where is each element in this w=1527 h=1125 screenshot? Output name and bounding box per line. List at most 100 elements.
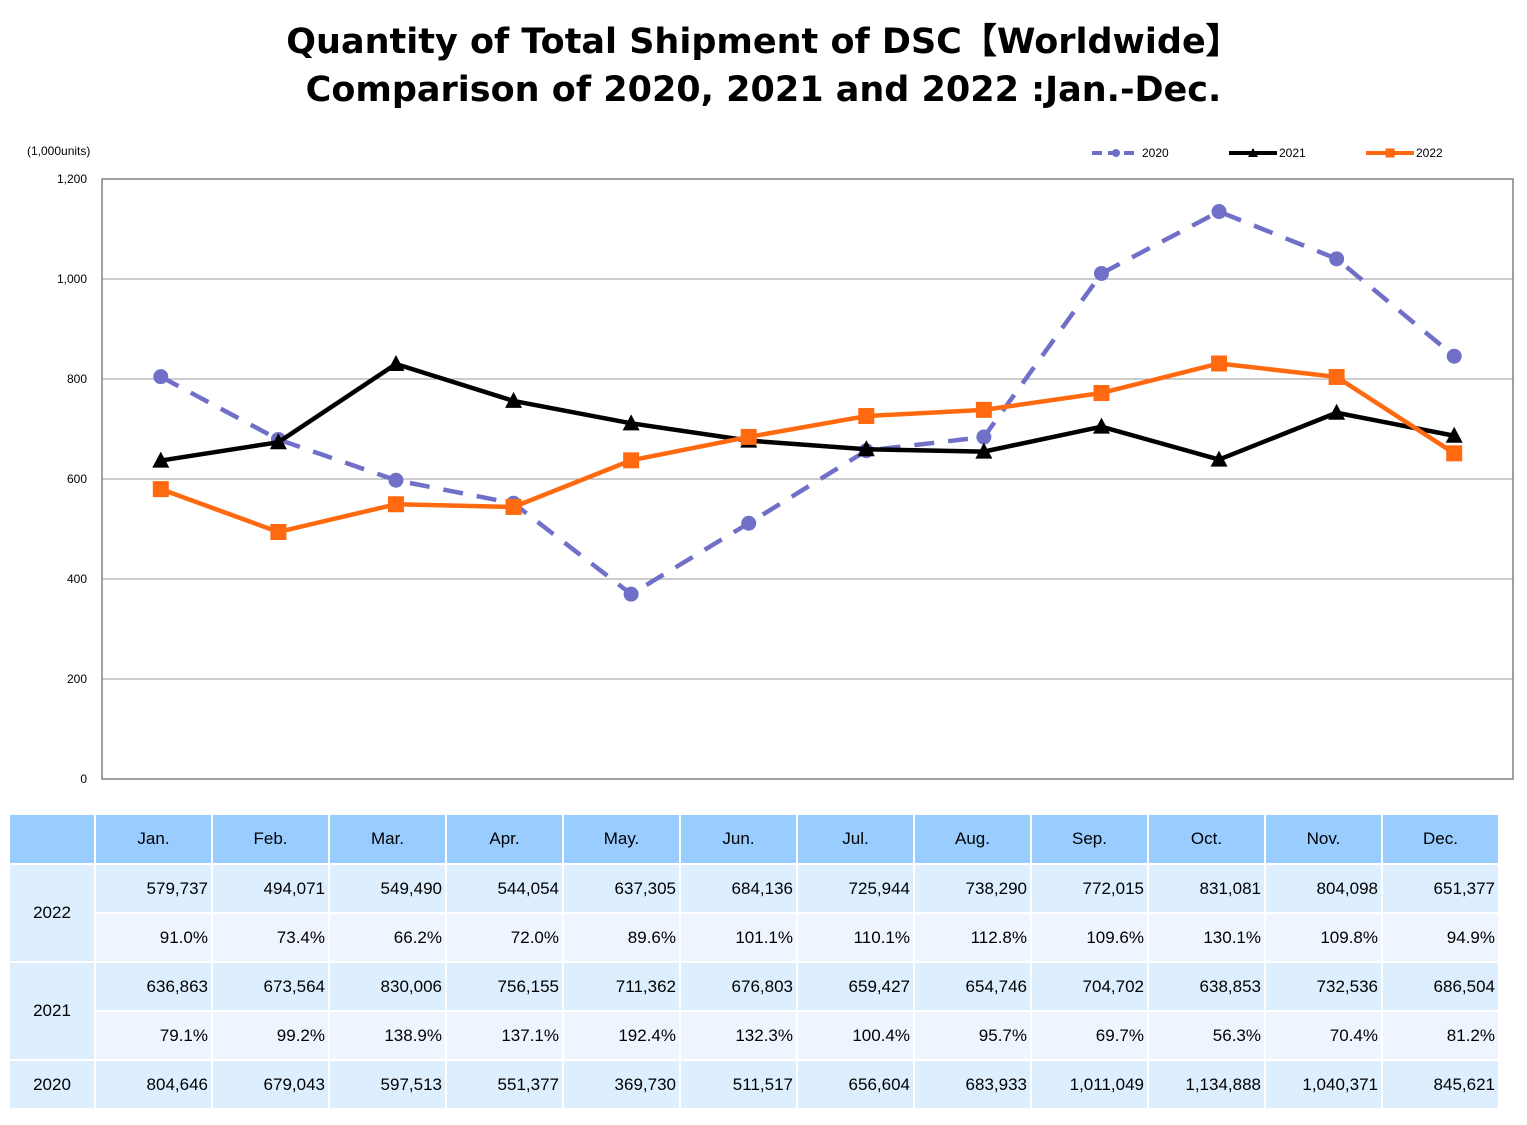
value-cell: 732,536: [1266, 963, 1381, 1010]
value-cell: 756,155: [447, 963, 562, 1010]
point-2020: [153, 369, 169, 385]
value-cell: 651,377: [1383, 865, 1498, 912]
value-cell: 711,362: [564, 963, 679, 1010]
y-tick-label: 1,000: [57, 272, 87, 286]
point-2020: [388, 472, 404, 488]
point-2021: [1445, 426, 1463, 443]
month-header: Jul.: [798, 815, 913, 863]
percent-cell: 132.3%: [681, 1012, 796, 1059]
value-cell: 1,134,888: [1149, 1061, 1264, 1108]
value-cell: 673,564: [213, 963, 328, 1010]
value-cell: 738,290: [915, 865, 1030, 912]
point-2020: [623, 586, 639, 602]
table-row-2021-percent: 79.1% 99.2% 138.9% 137.1% 192.4% 132.3% 100.4%…: [10, 1012, 1498, 1059]
month-header: Sep.: [1032, 815, 1147, 863]
value-cell: 845,621: [1383, 1061, 1498, 1108]
point-2022: [1211, 355, 1228, 372]
plot-area-border: [101, 178, 1514, 780]
point-2021: [505, 391, 523, 408]
percent-cell: 137.1%: [447, 1012, 562, 1059]
value-cell: 494,071: [213, 865, 328, 912]
value-cell: 659,427: [798, 963, 913, 1010]
table-header-row: Jan. Feb. Mar. Apr. May. Jun. Jul. Aug. …: [10, 815, 1498, 863]
table-row-2022-percent: 91.0% 73.4% 66.2% 72.0% 89.6% 101.1% 110.1% 112…: [10, 914, 1498, 961]
percent-cell: 72.0%: [447, 914, 562, 961]
data-table: Jan. Feb. Mar. Apr. May. Jun. Jul. Aug. …: [8, 813, 1500, 1110]
y-tick-label: 1,200: [57, 172, 87, 186]
month-header: Mar.: [330, 815, 445, 863]
month-header: Dec.: [1383, 815, 1498, 863]
percent-cell: 66.2%: [330, 914, 445, 961]
chart-title-line-1: Quantity of Total Shipment of DSC【Worldw…: [286, 22, 1241, 62]
chart-title-line-2: Comparison of 2020, 2021 and 2022 :Jan.-…: [305, 70, 1222, 110]
series-line-2022: [160, 361, 1456, 535]
point-2020: [1093, 265, 1109, 281]
percent-cell: 56.3%: [1149, 1012, 1264, 1059]
point-2022: [505, 498, 522, 515]
value-cell: 656,604: [798, 1061, 913, 1108]
year-label: 2020: [10, 1061, 94, 1108]
month-header: Nov.: [1266, 815, 1381, 863]
value-cell: 804,646: [96, 1061, 211, 1108]
point-2021: [387, 354, 405, 371]
y-tick-label: 800: [67, 372, 87, 386]
legend-marker-2022: [1385, 148, 1395, 158]
value-cell: 1,040,371: [1266, 1061, 1381, 1108]
point-2021: [1210, 450, 1228, 467]
value-cell: 544,054: [447, 865, 562, 912]
value-cell: 597,513: [330, 1061, 445, 1108]
percent-cell: 89.6%: [564, 914, 679, 961]
value-cell: 579,737: [96, 865, 211, 912]
month-header: Feb.: [213, 815, 328, 863]
percent-cell: 73.4%: [213, 914, 328, 961]
point-2022: [152, 481, 169, 498]
legend-label-2022: 2022: [1416, 146, 1443, 160]
percent-cell: 70.4%: [1266, 1012, 1381, 1059]
chart-title: Quantity of Total Shipment of DSC【Worldw…: [0, 18, 1527, 114]
point-2021: [152, 451, 170, 468]
month-header: Jun.: [681, 815, 796, 863]
percent-cell: 130.1%: [1149, 914, 1264, 961]
y-tick-label: 0: [80, 772, 87, 786]
month-header: Jan.: [96, 815, 211, 863]
value-cell: 684,136: [681, 865, 796, 912]
table-row-2021: 2021 636,863 673,564 830,006 756,155 711,362 6…: [10, 963, 1498, 1059]
year-label: 2022: [10, 865, 94, 961]
y-tick-label: 600: [67, 472, 87, 486]
point-2022: [740, 428, 757, 445]
point-2020: [1329, 251, 1345, 267]
value-cell: 636,863: [96, 963, 211, 1010]
point-2020: [1446, 348, 1462, 364]
value-cell: 831,081: [1149, 865, 1264, 912]
point-2022: [623, 452, 640, 469]
percent-cell: 69.7%: [1032, 1012, 1147, 1059]
percent-cell: 91.0%: [96, 914, 211, 961]
point-2022: [270, 523, 287, 540]
point-2021: [622, 414, 640, 431]
point-2021: [269, 433, 287, 450]
y-tick-label: 400: [67, 572, 87, 586]
value-cell: 654,746: [915, 963, 1030, 1010]
y-axis-unit-label: (1,000units): [27, 144, 91, 158]
percent-cell: 79.1%: [96, 1012, 211, 1059]
value-cell: 511,517: [681, 1061, 796, 1108]
percent-cell: 110.1%: [798, 914, 913, 961]
point-2021: [857, 440, 875, 457]
y-tick-label: 200: [67, 672, 87, 686]
value-cell: 551,377: [447, 1061, 562, 1108]
table-row-2020: 2020 804,646 679,043 597,513 551,377 369,730 5…: [10, 1061, 1498, 1108]
month-header: Oct.: [1149, 815, 1264, 863]
legend-label-2021: 2021: [1279, 146, 1306, 160]
table-row-2022: 2022 579,737 494,071 549,490 544,054 637,305 6…: [10, 865, 1498, 961]
percent-cell: 109.6%: [1032, 914, 1147, 961]
point-2022: [975, 401, 992, 418]
point-2022: [1446, 445, 1463, 462]
value-cell: 549,490: [330, 865, 445, 912]
legend-marker-2021: [1248, 148, 1258, 157]
point-2022: [858, 408, 875, 425]
legend-label-2020: 2020: [1142, 146, 1169, 160]
point-2022: [387, 496, 404, 513]
percent-cell: 192.4%: [564, 1012, 679, 1059]
point-2022: [1093, 384, 1110, 401]
value-cell: 1,011,049: [1032, 1061, 1147, 1108]
